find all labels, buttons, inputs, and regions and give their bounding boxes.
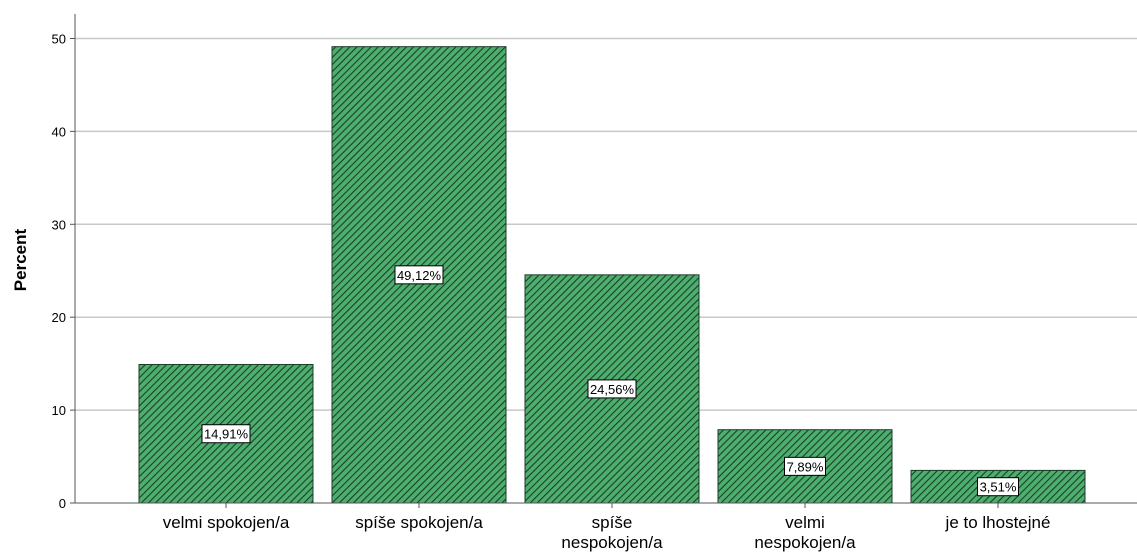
data-label-box: [977, 477, 1019, 497]
data-label: 3,51%: [980, 480, 1017, 495]
x-category-label: velmi: [785, 513, 825, 532]
data-label-box: [394, 265, 444, 285]
y-axis-label: Percent: [11, 228, 30, 291]
y-tick-label: 40: [52, 124, 66, 139]
data-label-box: [587, 379, 637, 399]
x-category-label: velmi spokojen/a: [163, 513, 290, 532]
y-tick-label: 10: [52, 403, 66, 418]
x-category-label: nespokojen/a: [754, 533, 856, 552]
y-tick-label: 30: [52, 217, 66, 232]
y-tick-label: 50: [52, 32, 66, 47]
x-category-label: je to lhostejné: [945, 513, 1051, 532]
data-label: 49,12%: [397, 268, 442, 283]
axes: 0 10 20 30 40 50 velmi spokojen/a spíše spokoje…: [52, 14, 1137, 552]
x-category-label: nespokojen/a: [561, 533, 663, 552]
data-label: 24,56%: [590, 382, 635, 397]
data-label: 14,91%: [204, 427, 249, 442]
data-label: 7,89%: [787, 459, 824, 474]
x-category-label: spíše spokojen/a: [355, 513, 483, 532]
bars: 14,91% 49,12% 24,56% 7,89% 3,51%: [138, 46, 1086, 504]
data-label-box: [201, 424, 251, 444]
y-tick-label: 20: [52, 310, 66, 325]
data-label-box: [784, 456, 826, 476]
gridlines: [75, 37, 1137, 411]
y-tick-label: 0: [59, 496, 66, 511]
x-category-label: spíše: [592, 513, 633, 532]
